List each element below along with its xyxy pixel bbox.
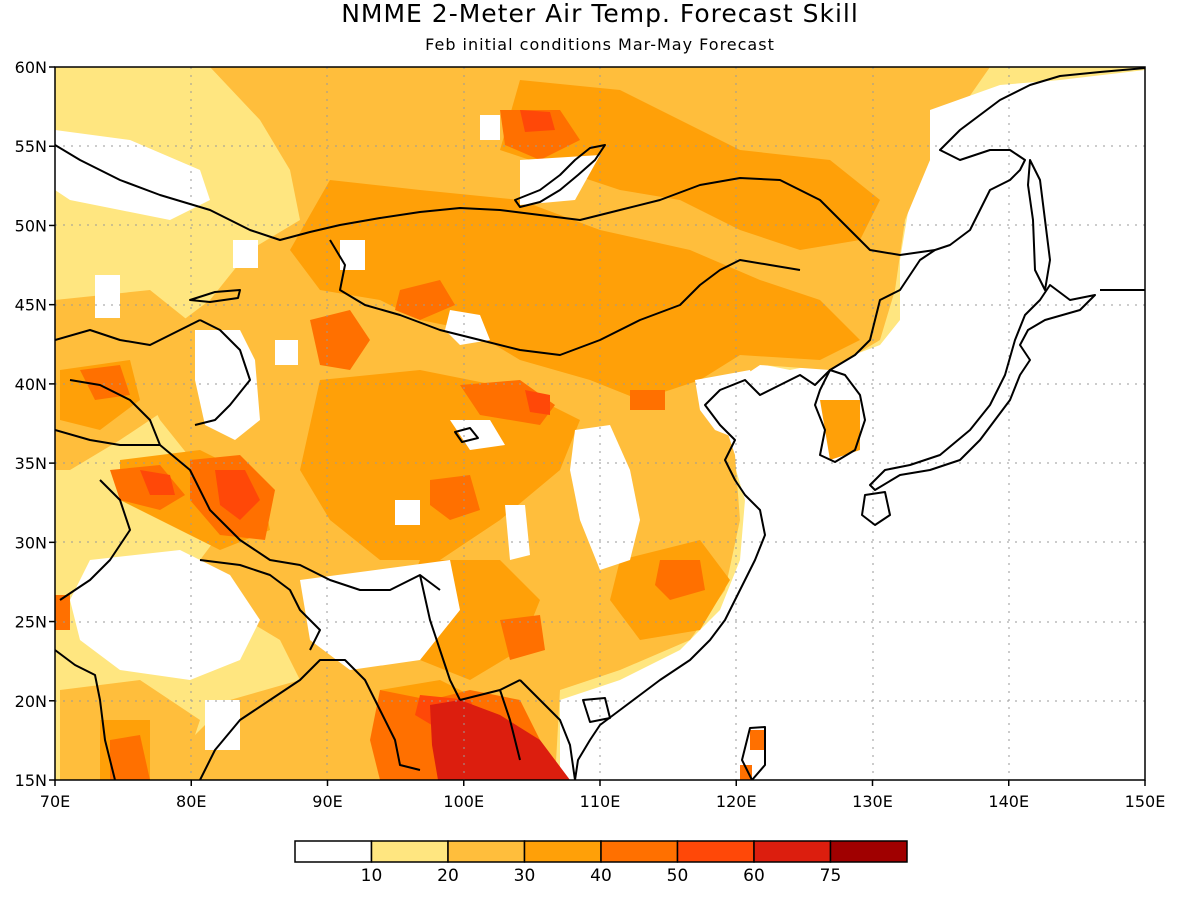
china-coastline: [574, 67, 1145, 780]
lon-tick-label: 110E: [580, 792, 621, 811]
lon-tick-label: 70E: [40, 792, 70, 811]
lat-tick-label: 55N: [15, 137, 47, 156]
lat-tick-label: 50N: [15, 216, 47, 235]
kazakhstan-china-border: [194, 319, 251, 426]
colorbar-swatch: [753, 840, 832, 863]
colorbar-swatch: [370, 840, 449, 863]
indochina-coastline: [519, 679, 576, 780]
nepal-bangladesh-borders: [199, 559, 321, 651]
lon-tick-label: 150E: [1125, 792, 1166, 811]
map-title: NMME 2-Meter Air Temp. Forecast Skill: [341, 0, 859, 28]
map-subtitle: Feb initial conditions Mar-May Forecast: [425, 35, 775, 54]
colorbar-swatch: [829, 840, 908, 863]
colorbar-label: 10: [361, 866, 383, 886]
colorbar-label: 60: [743, 866, 765, 886]
mongolia-china-border: [329, 239, 801, 356]
baikal-shore: [514, 144, 606, 208]
indochina-borders: [419, 574, 521, 761]
lat-tick-label: 40N: [15, 375, 47, 394]
colorbar-label: 50: [667, 866, 689, 886]
skill-colorbar: [294, 840, 908, 863]
map-plot-area: [55, 67, 1145, 780]
lat-tick-label: 15N: [15, 771, 47, 790]
colorbar-labels: 10 20 30 40 50 60 75: [361, 866, 842, 886]
lon-tick-label: 130E: [852, 792, 893, 811]
korea-coastline: [814, 369, 866, 463]
taiwan-coastline: [741, 726, 766, 780]
colorbar-swatch: [676, 840, 755, 863]
colorbar-label: 75: [820, 866, 842, 886]
hainan-coastline: [582, 697, 611, 723]
russia-mongolia-border: [55, 144, 936, 256]
japan-coastline: [869, 284, 1096, 491]
lon-tick-label: 140E: [988, 792, 1029, 811]
colorbar-label: 20: [437, 866, 459, 886]
pakistan-india-border: [59, 479, 131, 601]
colorbar-label: 40: [590, 866, 612, 886]
skill-shading: [55, 67, 1145, 780]
lon-tick-label: 80E: [176, 792, 206, 811]
lat-tick-label: 25N: [15, 613, 47, 632]
lat-tick-label: 60N: [15, 58, 47, 77]
coastlines: [55, 67, 1145, 780]
himalaya-border: [159, 444, 441, 591]
lat-tick-label: 30N: [15, 533, 47, 552]
qinghai-lake-shore: [454, 427, 479, 443]
lon-tick-label: 90E: [312, 792, 342, 811]
lat-tick-label: 45N: [15, 296, 47, 315]
colorbar-label: 30: [514, 866, 536, 886]
longitude-labels: 70E 80E 90E 100E 110E 120E 130E 140E 150E: [40, 792, 1166, 811]
japan-kyushu-coastline: [861, 491, 891, 526]
colorbar-swatch: [600, 840, 679, 863]
sakhalin-coastline: [1027, 159, 1051, 291]
lon-tick-label: 100E: [443, 792, 484, 811]
colorbar-swatch: [294, 840, 373, 863]
country-borders: [55, 144, 936, 761]
axis-ticks: [49, 66, 1146, 786]
lat-tick-label: 20N: [15, 692, 47, 711]
colorbar-swatch: [523, 840, 602, 863]
lake-balkhash-shore: [189, 289, 241, 303]
bay-of-bengal-coastline: [199, 659, 421, 780]
central-asia-borders: [55, 319, 201, 446]
lon-tick-label: 120E: [716, 792, 757, 811]
latitude-labels: 15N 20N 25N 30N 35N 40N 45N 50N 55N 60N: [15, 58, 47, 790]
india-coastline: [55, 649, 116, 780]
colorbar-swatch: [447, 840, 526, 863]
lat-tick-label: 35N: [15, 454, 47, 473]
